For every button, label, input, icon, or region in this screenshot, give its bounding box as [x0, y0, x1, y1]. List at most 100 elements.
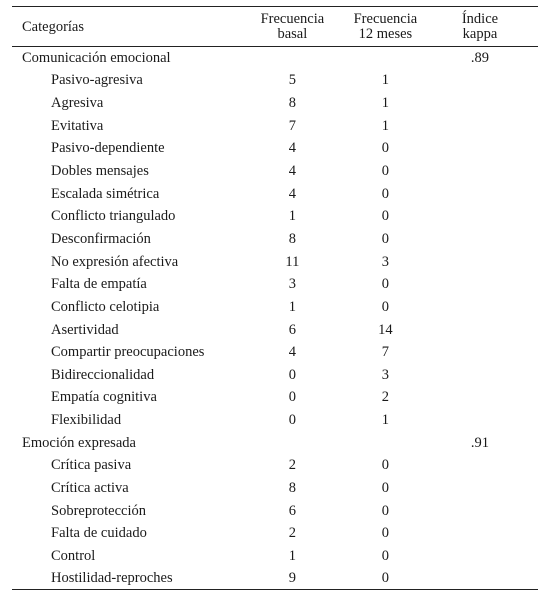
header-12-month-frequency: Frecuencia 12 meses — [339, 7, 432, 47]
row-basal-value: 8 — [288, 95, 296, 112]
row-label: Empatía cognitiva — [51, 389, 157, 406]
table-row: Desconfirmación 8 0 — [12, 228, 538, 251]
group-row: Comunicación emocional .89 — [12, 47, 538, 70]
row-12m-value: 3 — [381, 366, 390, 383]
row-12m-value: 0 — [381, 276, 390, 293]
table-row: Sobreprotección 6 0 — [12, 499, 538, 522]
row-kappa-empty — [432, 567, 538, 590]
row-basal-value: 2 — [288, 525, 296, 542]
row-kappa-empty — [432, 205, 538, 228]
table-row: Flexibilidad 0 1 — [12, 409, 538, 432]
row-12m-value: 0 — [381, 230, 390, 247]
row-12m-value: 0 — [381, 140, 390, 157]
row-label: Flexibilidad — [51, 412, 122, 429]
row-kappa-empty — [432, 545, 538, 568]
table-row: Evitativa 7 1 — [12, 114, 538, 137]
row-basal-value: 4 — [288, 163, 296, 180]
row-kappa-empty — [432, 114, 538, 137]
table-header: Categorías Frecuencia basal Frecuencia 1… — [12, 6, 538, 47]
table-row: Pasivo-dependiente 4 0 — [12, 137, 538, 160]
table-body: Comunicación emocional .89 Pasivo-agresiva… — [12, 47, 538, 590]
row-label: Desconfirmación — [51, 230, 151, 247]
row-basal-value: 5 — [288, 72, 296, 89]
row-kappa-empty — [432, 386, 538, 409]
row-kappa-empty — [432, 137, 538, 160]
table-row: Pasivo-agresiva 5 1 — [12, 69, 538, 92]
row-label: Crítica pasiva — [51, 457, 132, 474]
row-12m-value: 1 — [381, 412, 390, 429]
row-basal-value: 11 — [285, 253, 300, 270]
group-name: Comunicación emocional — [22, 50, 171, 67]
row-label: Compartir preocupaciones — [51, 344, 205, 361]
row-kappa-empty — [432, 273, 538, 296]
row-12m-value: 1 — [381, 72, 390, 89]
row-12m-value: 1 — [381, 117, 390, 134]
row-kappa-empty — [432, 182, 538, 205]
row-kappa-empty — [432, 250, 538, 273]
row-12m-value: 0 — [381, 570, 390, 587]
row-12m-value: 0 — [381, 502, 390, 519]
row-label: Bidireccionalidad — [51, 366, 155, 383]
row-12m-value: 7 — [381, 344, 390, 361]
row-basal-value: 4 — [288, 344, 296, 361]
table-row: Agresiva 8 1 — [12, 92, 538, 115]
row-label: Falta de cuidado — [51, 525, 147, 542]
table-row: Dobles mensajes 4 0 — [12, 160, 538, 183]
header-row: Categorías Frecuencia basal Frecuencia 1… — [12, 6, 538, 47]
table-row: Crítica pasiva 2 0 — [12, 454, 538, 477]
row-12m-value: 2 — [381, 389, 390, 406]
row-kappa-empty — [432, 296, 538, 319]
row-basal-value: 8 — [288, 230, 296, 247]
row-kappa-empty — [432, 363, 538, 386]
row-basal-value: 8 — [288, 479, 296, 496]
table-row: Control 1 0 — [12, 545, 538, 568]
row-label: Asertividad — [51, 321, 119, 338]
row-basal-value: 0 — [288, 389, 296, 406]
row-kappa-empty — [432, 522, 538, 545]
row-kappa-empty — [432, 69, 538, 92]
row-12m-value: 0 — [381, 185, 390, 202]
header-basal-line2: basal — [277, 26, 308, 42]
row-12m-value: 0 — [381, 457, 390, 474]
row-kappa-empty — [432, 341, 538, 364]
row-basal-value: 4 — [288, 140, 296, 157]
row-label: Pasivo-dependiente — [51, 140, 165, 157]
header-kappa-index: Índice kappa — [432, 7, 538, 47]
row-kappa-empty — [432, 318, 538, 341]
table-row: Conflicto triangulado 1 0 — [12, 205, 538, 228]
group-kappa-value: .91 — [470, 434, 490, 451]
group-12m-empty — [339, 47, 432, 70]
frequency-table-container: Categorías Frecuencia basal Frecuencia 1… — [12, 6, 538, 590]
row-label: Conflicto triangulado — [51, 208, 176, 225]
row-12m-value: 0 — [381, 163, 390, 180]
group-row: Emoción expresada .91 — [12, 431, 538, 454]
row-basal-value: 6 — [288, 321, 296, 338]
row-basal-value: 3 — [288, 276, 296, 293]
group-kappa-value: .89 — [470, 50, 490, 67]
row-label: Dobles mensajes — [51, 163, 149, 180]
frequency-table: Categorías Frecuencia basal Frecuencia 1… — [12, 6, 538, 590]
row-basal-value: 9 — [288, 570, 296, 587]
header-12m-line1: Frecuencia — [353, 11, 418, 27]
row-label: No expresión afectiva — [51, 253, 179, 270]
table-row: Crítica activa 8 0 — [12, 477, 538, 500]
row-kappa-empty — [432, 454, 538, 477]
table-row: Falta de cuidado 2 0 — [12, 522, 538, 545]
table-row: No expresión afectiva 11 3 — [12, 250, 538, 273]
row-label: Control — [51, 547, 96, 564]
row-kappa-empty — [432, 92, 538, 115]
row-label: Evitativa — [51, 117, 104, 134]
row-kappa-empty — [432, 160, 538, 183]
header-kappa-line1: Índice — [461, 11, 499, 27]
table-row: Hostilidad-reproches 9 0 — [12, 567, 538, 590]
table-row: Empatía cognitiva 0 2 — [12, 386, 538, 409]
row-label: Conflicto celotipia — [51, 298, 160, 315]
row-basal-value: 4 — [288, 185, 296, 202]
table-row: Falta de empatía 3 0 — [12, 273, 538, 296]
group-basal-empty — [246, 431, 339, 454]
header-12m-line2: 12 meses — [358, 26, 413, 42]
row-label: Sobreprotección — [51, 502, 147, 519]
row-label: Falta de empatía — [51, 276, 147, 293]
row-basal-value: 7 — [288, 117, 296, 134]
row-basal-value: 1 — [288, 208, 296, 225]
